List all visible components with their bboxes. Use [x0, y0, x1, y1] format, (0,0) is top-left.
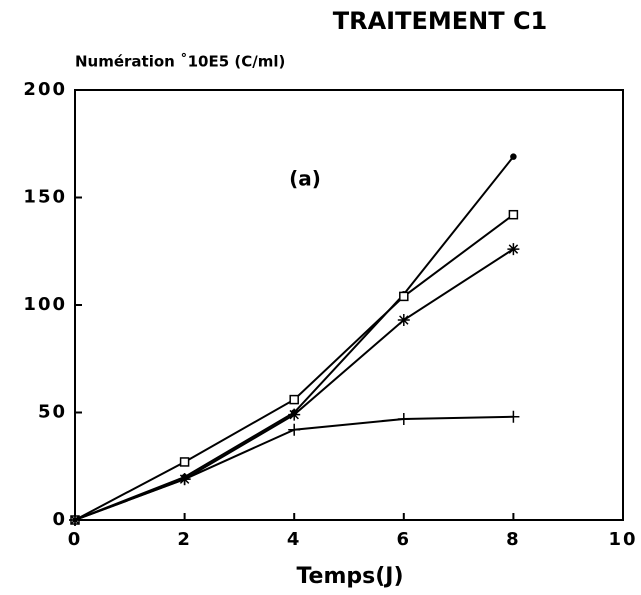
chart-title: TRAITEMENT C1: [333, 7, 548, 35]
x-tick-label: 8: [506, 529, 521, 550]
annotation: (a): [289, 167, 321, 191]
marker: [179, 457, 190, 467]
marker: [507, 243, 520, 256]
series-line: [74, 213, 514, 521]
y-tick-label: 50: [38, 402, 67, 423]
marker: [289, 394, 299, 405]
marker: [69, 514, 81, 526]
y-axis-label: Numération ˚10E5 (C/ml): [75, 53, 285, 71]
series-line: [74, 248, 514, 521]
marker: [399, 291, 409, 302]
marker: [507, 410, 520, 423]
x-tick-label: 0: [68, 529, 83, 550]
marker: [397, 412, 410, 425]
marker: [288, 423, 301, 436]
y-tick-label: 150: [23, 187, 67, 208]
marker: [288, 408, 301, 421]
marker: [508, 209, 519, 220]
y-tick-label: 100: [23, 294, 67, 315]
x-tick-label: 6: [397, 529, 412, 550]
plot-frame: [74, 89, 624, 521]
x-tick-label: 2: [177, 529, 192, 550]
y-tick-label: 0: [52, 509, 67, 530]
x-tick-label: 4: [287, 529, 302, 550]
y-tick-label: 200: [23, 79, 67, 100]
marker: [178, 473, 191, 486]
series-line: [74, 156, 515, 521]
x-axis-label: Temps(J): [296, 564, 403, 589]
x-tick-label: 10: [608, 529, 637, 550]
marker: [510, 153, 517, 160]
marker: [397, 314, 410, 327]
